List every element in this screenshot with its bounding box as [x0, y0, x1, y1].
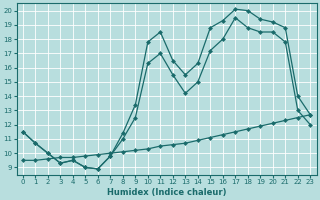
X-axis label: Humidex (Indice chaleur): Humidex (Indice chaleur): [107, 188, 226, 197]
